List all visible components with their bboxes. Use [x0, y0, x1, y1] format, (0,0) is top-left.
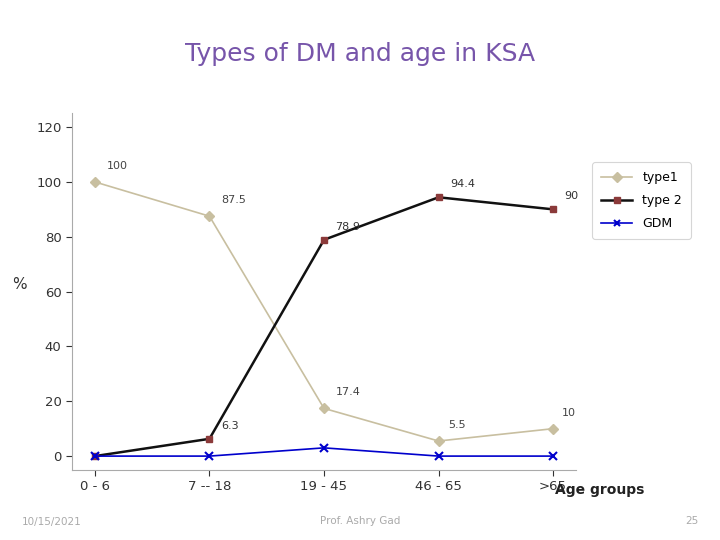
Legend: type1, type 2, GDM: type1, type 2, GDM — [593, 163, 690, 239]
Text: 78.9: 78.9 — [336, 221, 361, 232]
Text: 5.5: 5.5 — [448, 420, 465, 430]
Text: 94.4: 94.4 — [450, 179, 475, 189]
Text: Age groups: Age groups — [555, 483, 644, 497]
Text: 6.3: 6.3 — [221, 421, 238, 430]
Text: 17.4: 17.4 — [336, 387, 360, 397]
Text: 90: 90 — [564, 191, 579, 201]
Text: 10/15/2021: 10/15/2021 — [22, 516, 81, 526]
Text: 100: 100 — [107, 161, 127, 171]
Text: 10: 10 — [562, 408, 576, 418]
Text: 25: 25 — [685, 516, 698, 526]
Text: Types of DM and age in KSA: Types of DM and age in KSA — [185, 42, 535, 66]
Text: Prof. Ashry Gad: Prof. Ashry Gad — [320, 516, 400, 526]
Y-axis label: %: % — [12, 276, 27, 292]
Text: 87.5: 87.5 — [221, 195, 246, 205]
